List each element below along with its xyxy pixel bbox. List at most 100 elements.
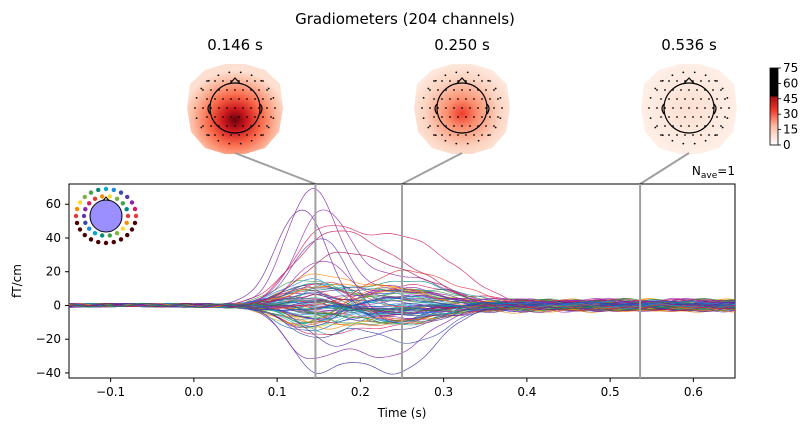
figure-title: Gradiometers (204 channels) <box>295 10 515 28</box>
y-tick-label: −20 <box>36 332 61 346</box>
sensor-dot <box>222 98 224 100</box>
sensor-dot <box>270 116 272 118</box>
sensor-dot <box>489 80 491 82</box>
sensor-dot <box>267 87 270 90</box>
topomap-field <box>414 64 510 154</box>
nose-outline <box>683 77 695 84</box>
sensor-dot <box>477 125 479 127</box>
sensor-dot <box>724 116 726 118</box>
sensor-dot <box>445 107 447 109</box>
sensor-dot <box>497 98 499 100</box>
sensor-dot <box>489 134 491 136</box>
topomap-group <box>187 64 737 154</box>
legend-sensor-dot <box>132 206 138 212</box>
sensor-dot <box>660 134 662 136</box>
sensor-dot <box>493 89 495 91</box>
butterfly-plot: −0.1 0.0 0.1 0.2 0.3 0.4 0.5 0.6 6040200−20−40 … <box>10 183 736 420</box>
legend-sensor-dot <box>92 230 98 236</box>
sensor-dot <box>494 87 497 90</box>
sensor-dot <box>664 125 666 127</box>
sensor-dot <box>246 80 248 82</box>
sensor-dot <box>234 125 236 127</box>
sensor-dot <box>444 74 447 77</box>
sensor-dot <box>473 80 475 82</box>
sensor-dot <box>455 142 458 145</box>
sensor-dot <box>668 80 670 82</box>
sensor-dot <box>230 80 232 82</box>
sensor-dot <box>499 96 502 99</box>
sensor-dot <box>230 134 232 136</box>
x-tick-label: 0.2 <box>351 385 370 399</box>
sensor-dot <box>485 125 487 127</box>
sensor-dot <box>676 98 678 100</box>
sensor-dot <box>656 125 658 127</box>
sensor-dot <box>218 125 220 127</box>
sensor-dot <box>441 80 443 82</box>
sensor-dot <box>481 98 483 100</box>
sensor-dot <box>688 125 690 127</box>
topomap-field <box>187 64 283 154</box>
topomap-time-label: 0.250 s <box>434 36 490 54</box>
sensor-dot <box>246 98 248 100</box>
sensor-dot <box>494 126 497 129</box>
legend-sensor-dot <box>74 206 80 212</box>
sensor-dot <box>195 117 198 120</box>
y-axis-label: fT/cm <box>10 264 24 298</box>
sensor-dot <box>682 142 685 145</box>
sensor-dot <box>724 98 726 100</box>
sensor-dot <box>668 98 670 100</box>
sensor-dot <box>712 125 714 127</box>
sensor-dot <box>217 74 220 77</box>
sensor-dot <box>429 107 431 109</box>
sensor-dot <box>262 98 264 100</box>
sensor-dot <box>682 71 685 74</box>
legend-sensor-dot <box>118 237 124 242</box>
legend-sensor-dot <box>129 200 135 205</box>
sensor-dot <box>437 89 439 91</box>
sensor-dot <box>266 107 268 109</box>
sensor-dot <box>704 89 706 91</box>
sensor-dot <box>437 125 439 127</box>
sensor-dot <box>684 80 686 82</box>
head-outline <box>663 82 715 134</box>
sensor-dot <box>721 87 724 90</box>
sensor-dot <box>499 117 502 120</box>
sensor-dot <box>226 89 228 91</box>
sensor-dot <box>477 139 480 142</box>
x-tick-label: 0.4 <box>517 385 536 399</box>
sensor-dot <box>720 107 722 109</box>
sensor-dot <box>434 134 437 137</box>
legend-nose <box>102 196 110 201</box>
legend-sensor-dot <box>81 213 87 219</box>
sensor-dot <box>692 134 694 136</box>
sensor-dot <box>721 126 724 129</box>
sensor-dot <box>497 116 499 118</box>
sensor-dot <box>433 134 435 136</box>
ear-outline <box>486 103 490 115</box>
sensor-dot <box>238 80 240 82</box>
sensor-dot <box>226 107 228 109</box>
sensor-dot <box>218 107 220 109</box>
y-tick-label: −40 <box>36 366 61 380</box>
topomap-connector-line <box>401 152 463 185</box>
sensor-dot <box>481 134 483 136</box>
legend-sensor-dot <box>107 233 113 238</box>
y-tick-label: 60 <box>46 197 61 211</box>
sensor-dot <box>704 139 707 142</box>
sensor-dot <box>461 125 463 127</box>
sensor-dot <box>267 126 270 129</box>
sensor-dot <box>194 107 196 109</box>
sensor-dot <box>696 125 698 127</box>
legend-sensor-dot <box>86 226 92 231</box>
nave-label: Nave=1 <box>692 164 735 181</box>
topomap-time-label: 0.146 s <box>207 36 263 54</box>
sensor-dot <box>441 98 443 100</box>
sensor-dot <box>487 134 490 137</box>
sensor-dot <box>671 74 674 77</box>
sensor-dot <box>200 87 203 90</box>
sensor-dot <box>453 125 455 127</box>
sensor-dot <box>441 134 443 136</box>
sensor-dot <box>696 89 698 91</box>
head-outline <box>436 82 488 134</box>
